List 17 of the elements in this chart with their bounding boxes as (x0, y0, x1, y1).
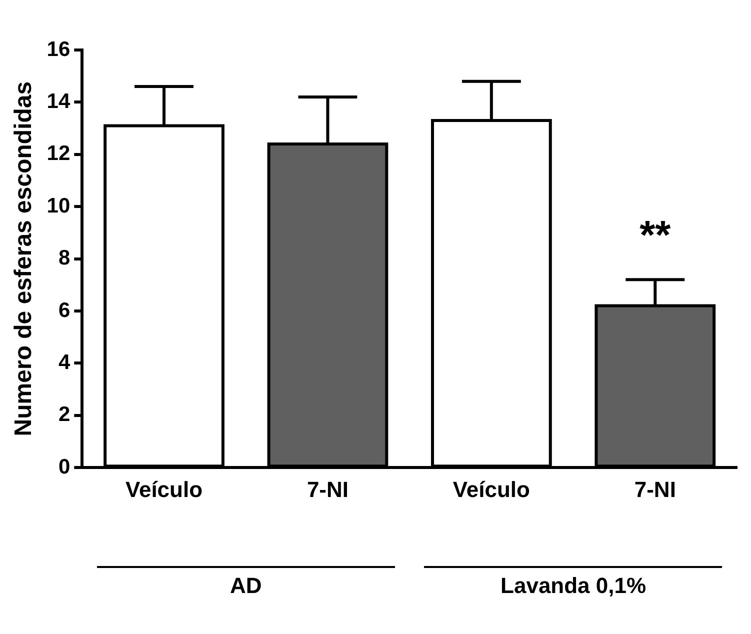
text: AD (230, 573, 262, 598)
text: Lavanda 0,1% (500, 573, 646, 598)
x-tick-label: 7-NI (306, 476, 349, 502)
y-tick-label: 16 (46, 38, 70, 61)
y-tick-label: 6 (58, 298, 70, 322)
annotation: ** (640, 214, 672, 258)
y-tick-label: 0 (58, 455, 70, 478)
y-tick-label: 10 (46, 194, 70, 218)
x-tick-label: Veículo (125, 476, 203, 502)
y-tick-label: 4 (58, 350, 70, 374)
x-tick-label: 7-NI (634, 476, 676, 502)
y-tick-label: 14 (46, 90, 70, 113)
y-tick-label: 2 (58, 403, 70, 426)
y-tick-label: 8 (58, 246, 70, 270)
y-axis-title: Numero de esferas escondidas (10, 81, 38, 436)
y-tick-label: 12 (46, 142, 70, 166)
x-tick-label: Veículo (452, 476, 530, 502)
